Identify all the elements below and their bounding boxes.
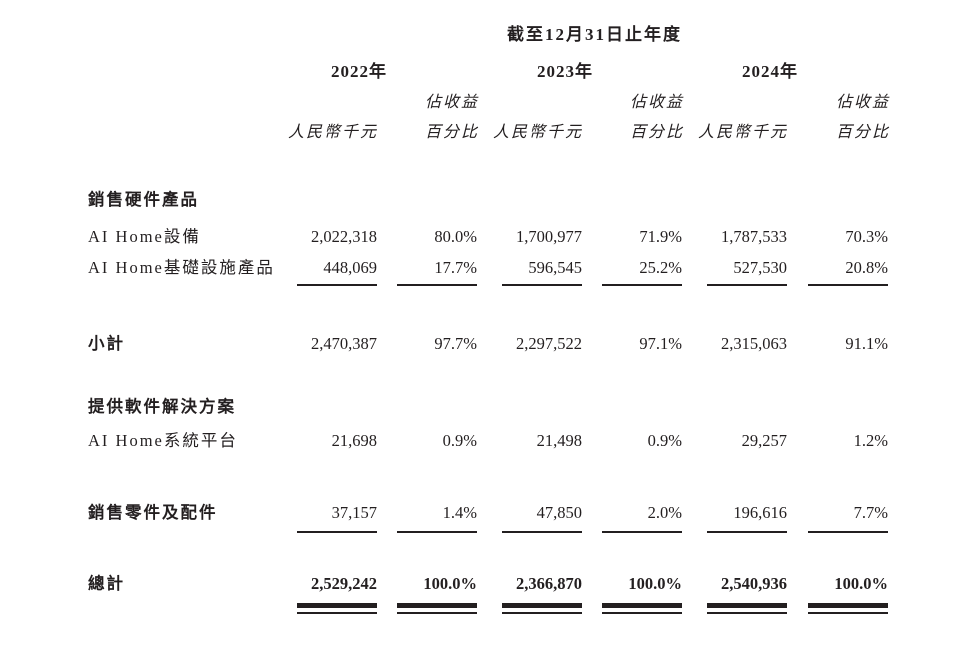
cell-2023-pct: 2.0% <box>582 503 682 533</box>
row-label: AI Home基礎設施產品 <box>88 258 275 277</box>
row-label: 提供軟件解決方案 <box>88 397 236 416</box>
cell-2022-amount: 2,022,318 <box>311 227 377 246</box>
cell-2023-amount: 596,545 <box>477 258 582 286</box>
row-label: AI Home設備 <box>88 227 201 246</box>
cell-2024-pct: 7.7% <box>787 503 888 533</box>
cell-2022-pct: 80.0% <box>434 227 477 246</box>
cell-2023-amount: 47,850 <box>477 503 582 533</box>
cell-2022-pct: 17.7% <box>377 258 477 286</box>
col-header-rmb-thousand-2022: 人民幣千元 <box>287 124 378 141</box>
cell-2023-pct: 71.9% <box>639 227 682 246</box>
col-header-revenue-share-2024: 佔收益 <box>835 94 890 111</box>
cell-2024-pct: 100.0% <box>787 574 888 614</box>
cell-2023-amount: 1,700,977 <box>516 227 582 246</box>
cell-2024-amount: 527,530 <box>682 258 787 286</box>
cell-2024-pct: 91.1% <box>845 334 888 353</box>
cell-2024-amount: 29,257 <box>741 431 787 450</box>
report-period-title: 截至12月31日止年度 <box>507 25 682 44</box>
col-header-percentage-2022: 百分比 <box>424 124 479 141</box>
cell-2022-pct: 1.4% <box>377 503 477 533</box>
cell-2022-amount: 448,069 <box>297 258 377 286</box>
cell-2023-amount: 21,498 <box>536 431 582 450</box>
year-header-2024: 2024年 <box>742 62 798 81</box>
cell-2024-amount: 2,540,936 <box>682 574 787 614</box>
table-row-ai-home-devices: AI Home設備 2,022,318 80.0% 1,700,977 71.9… <box>88 227 888 247</box>
cell-2023-pct: 0.9% <box>647 431 682 450</box>
col-header-rmb-thousand-2023: 人民幣千元 <box>492 124 583 141</box>
cell-2022-amount: 2,529,242 <box>297 574 377 614</box>
cell-2023-pct: 25.2% <box>582 258 682 286</box>
col-header-revenue-share-2022: 佔收益 <box>424 94 479 111</box>
table-row-grand-total: 總計 2,529,242 100.0% 2,366,870 100.0% 2,5… <box>88 574 888 614</box>
cell-2023-pct: 97.1% <box>639 334 682 353</box>
table-row-section-hardware: 銷售硬件產品 <box>88 190 888 210</box>
table-row-section-software: 提供軟件解決方案 <box>88 397 888 417</box>
cell-2022-amount: 21,698 <box>331 431 377 450</box>
year-header-2022: 2022年 <box>331 62 387 81</box>
cell-2023-amount: 2,297,522 <box>516 334 582 353</box>
cell-2024-pct: 1.2% <box>853 431 888 450</box>
row-label: 總計 <box>88 574 125 593</box>
cell-2024-pct: 20.8% <box>787 258 888 286</box>
cell-2022-amount: 2,470,387 <box>311 334 377 353</box>
table-row-ai-home-infrastructure: AI Home基礎設施產品 448,069 17.7% 596,545 25.2… <box>88 258 888 286</box>
year-header-2023: 2023年 <box>537 62 593 81</box>
cell-2022-pct: 100.0% <box>377 574 477 614</box>
col-header-revenue-share-2023: 佔收益 <box>629 94 684 111</box>
table-row-ai-home-system-platform: AI Home系統平台 21,698 0.9% 21,498 0.9% 29,2… <box>88 431 888 451</box>
cell-2023-amount: 2,366,870 <box>477 574 582 614</box>
row-label: 銷售硬件產品 <box>88 190 199 209</box>
col-header-percentage-2024: 百分比 <box>835 124 890 141</box>
cell-2024-pct: 70.3% <box>845 227 888 246</box>
table-row-subtotal: 小計 2,470,387 97.7% 2,297,522 97.1% 2,315… <box>88 334 888 354</box>
row-label: 小計 <box>88 334 125 353</box>
col-header-rmb-thousand-2024: 人民幣千元 <box>697 124 788 141</box>
cell-2023-pct: 100.0% <box>582 574 682 614</box>
row-label: AI Home系統平台 <box>88 431 238 450</box>
col-header-percentage-2023: 百分比 <box>629 124 684 141</box>
cell-2022-amount: 37,157 <box>297 503 377 533</box>
table-row-parts-accessories: 銷售零件及配件 37,157 1.4% 47,850 2.0% 196,616 … <box>88 503 888 533</box>
cell-2024-amount: 1,787,533 <box>721 227 787 246</box>
cell-2022-pct: 97.7% <box>434 334 477 353</box>
cell-2024-amount: 2,315,063 <box>721 334 787 353</box>
cell-2024-amount: 196,616 <box>682 503 787 533</box>
row-label: 銷售零件及配件 <box>88 503 218 522</box>
cell-2022-pct: 0.9% <box>442 431 477 450</box>
